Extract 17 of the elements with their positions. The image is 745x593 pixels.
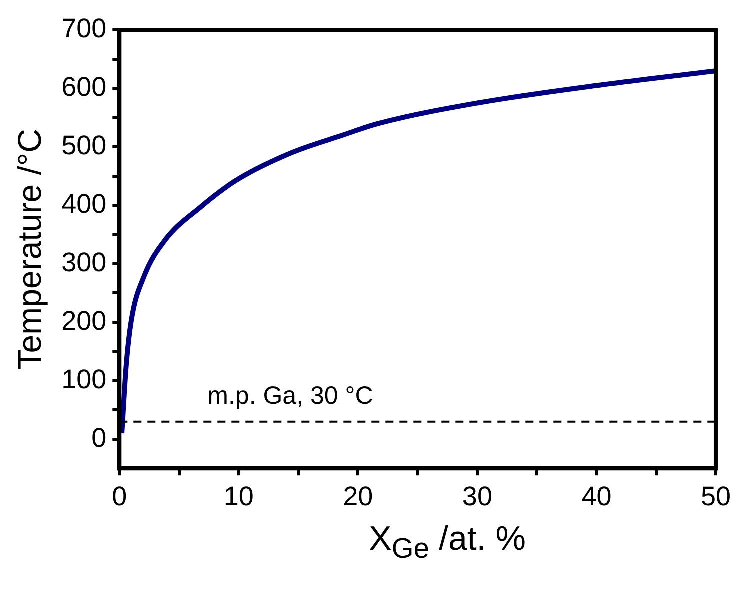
y-tick-label: 200	[62, 306, 107, 336]
y-tick-label: 600	[62, 72, 107, 102]
ref-line-label: m.p. Ga, 30 °C	[208, 382, 374, 410]
y-tick-label: 400	[62, 189, 107, 220]
x-tick-label: 50	[700, 481, 732, 512]
x-tick-label: 30	[462, 481, 492, 512]
y-tick-label: 100	[62, 364, 107, 394]
x-tick-label: 0	[112, 481, 128, 512]
y-tick-label: 300	[62, 247, 107, 278]
x-axis-title: X$_{Ge}$ /at. %	[368, 520, 527, 566]
y-tick-label: 0	[92, 422, 107, 453]
x-tick-label: 10	[224, 481, 254, 512]
y-tick-label: 700	[62, 14, 107, 44]
y-axis-title: Temperature /°C	[10, 129, 48, 370]
y-tick-label: 500	[62, 130, 107, 161]
x-tick-label: 20	[343, 481, 374, 512]
x-tick-label: 40	[582, 481, 612, 512]
